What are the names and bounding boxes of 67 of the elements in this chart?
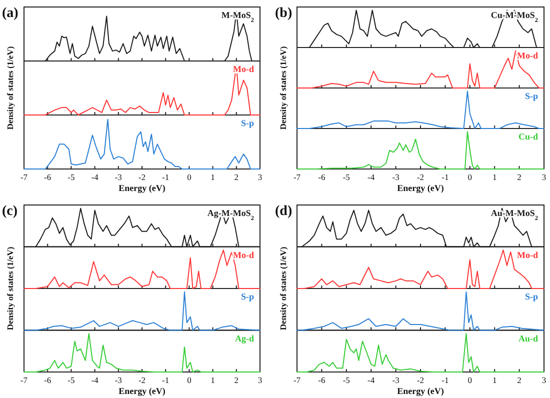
chart-title: (b) (275, 6, 292, 21)
x-tick-label: -5 (68, 375, 75, 385)
x-tick-label: 0 (187, 172, 192, 182)
x-tick-label: -3 (392, 172, 400, 182)
x-tick-label: 0 (187, 375, 192, 385)
text: Cu-d (518, 132, 538, 142)
x-tick-label: 1 (492, 172, 497, 182)
x-tick-label: -1 (162, 375, 170, 385)
x-tick-label: -4 (368, 375, 376, 385)
x-tick-label: -2 (138, 375, 146, 385)
x-tick-label: -6 (318, 172, 326, 182)
y-axis-title: Density of states (1/eV) (278, 246, 288, 330)
x-tick-label: -6 (318, 375, 326, 385)
x-tick-label: -5 (342, 375, 350, 385)
text: Ag-d (234, 333, 254, 344)
x-tick-label: -3 (114, 172, 122, 182)
series-label: Mo-d (517, 50, 538, 60)
x-tick-label: -2 (416, 172, 424, 182)
x-tick-label: -4 (91, 375, 100, 385)
text: S-p (240, 118, 254, 128)
x-tick-label: -7 (293, 375, 301, 385)
x-tick-label: 1 (492, 375, 497, 385)
x-axis-title: Energy (eV) (118, 386, 166, 396)
x-tick-label: -1 (442, 375, 449, 385)
x-tick-label: 3 (258, 172, 262, 182)
text: S-p (524, 91, 538, 101)
x-tick-label: 1 (210, 172, 215, 182)
x-tick-label: -4 (368, 172, 376, 182)
x-tick-label: 1 (210, 375, 215, 385)
x-tick-label: -7 (20, 172, 28, 182)
x-tick-label: -7 (293, 172, 301, 182)
x-tick-label: -5 (342, 172, 350, 182)
chart-title: (d) (275, 204, 292, 219)
x-tick-label: -6 (44, 172, 52, 182)
x-tick-label: 0 (468, 375, 472, 385)
x-tick-label: -2 (416, 375, 424, 385)
series-label: Mo-d (517, 250, 538, 260)
x-axis-title: Energy (eV) (397, 386, 444, 396)
text: S-p (524, 292, 538, 302)
chart-title: (c) (2, 204, 18, 219)
x-tick-label: 3 (542, 375, 546, 385)
x-axis-title: Energy (eV) (118, 183, 166, 193)
y-axis-title: Density of states (1/eV) (278, 46, 288, 130)
x-tick-label: 2 (517, 172, 522, 182)
x-tick-label: -5 (68, 172, 75, 182)
x-tick-label: -4 (91, 172, 100, 182)
y-axis-title: Density of states (1/eV) (5, 246, 15, 330)
x-tick-label: 3 (542, 172, 546, 182)
series-label: Ag-M-MoS$_{2}$ (207, 208, 254, 222)
y-axis-title: Density of states (1/eV) (5, 46, 15, 130)
x-tick-label: 2 (517, 375, 522, 385)
x-tick-label: -2 (138, 172, 146, 182)
chart-title: (a) (2, 6, 19, 21)
text: S-p (240, 292, 254, 302)
x-tick-label: 0 (468, 172, 472, 182)
x-tick-label: 2 (234, 172, 239, 182)
x-tick-label: -6 (44, 375, 52, 385)
series-label: Mo-d (233, 250, 254, 260)
x-tick-label: -1 (442, 172, 449, 182)
x-tick-label: 3 (258, 375, 262, 385)
x-tick-label: -1 (162, 172, 170, 182)
x-tick-label: -3 (114, 375, 122, 385)
text: Au-d (518, 333, 538, 344)
x-tick-label: 2 (234, 375, 239, 385)
x-tick-label: -3 (392, 375, 400, 385)
x-axis-title: Energy (eV) (397, 183, 444, 193)
x-tick-label: -7 (20, 375, 28, 385)
